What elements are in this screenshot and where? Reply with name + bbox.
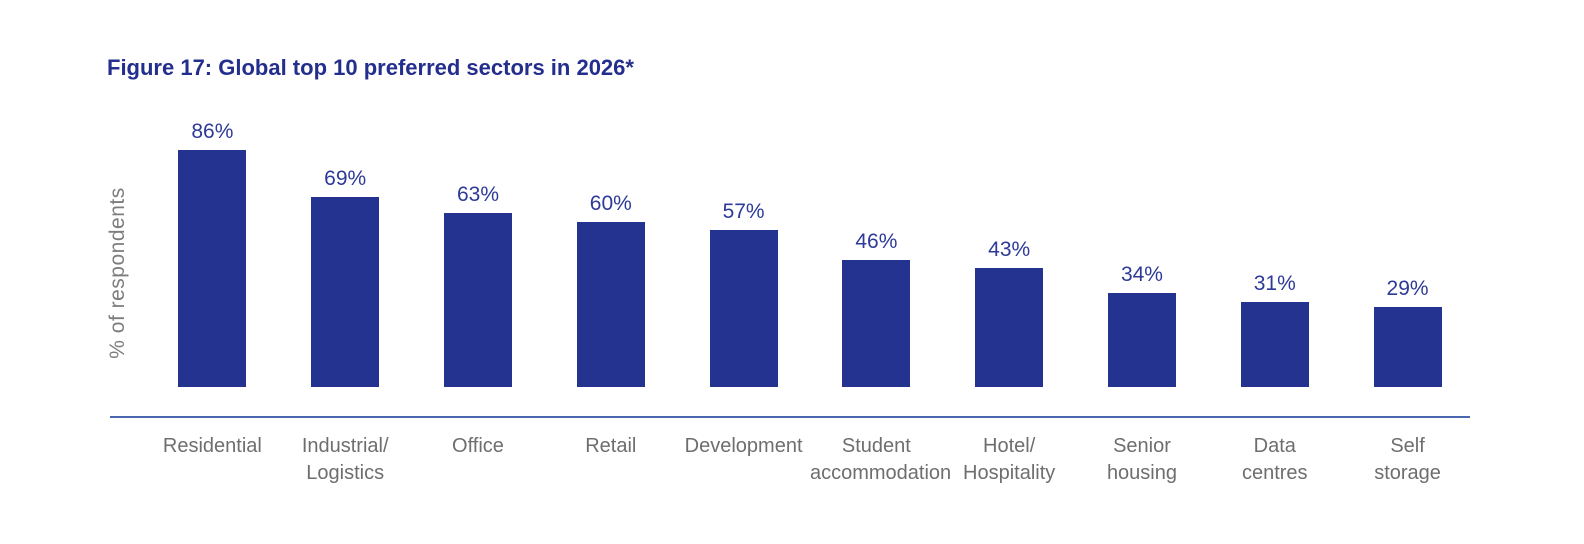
y-axis-label: % of respondents <box>106 187 129 359</box>
category-label: Self storage <box>1374 435 1441 484</box>
bar-value-label: 46% <box>855 230 898 253</box>
bar-column: 60% <box>544 96 677 387</box>
bar <box>842 260 911 387</box>
bar-column: 69% <box>279 96 412 387</box>
bar <box>311 197 380 387</box>
bar <box>443 213 512 387</box>
category-label: Data centres <box>1241 435 1308 484</box>
bar-value-label: 43% <box>988 238 1031 261</box>
category-label: Hotel/ Hospitality <box>963 435 1056 484</box>
bar-value-label: 31% <box>1253 272 1296 295</box>
bar-column: 46% <box>810 96 943 387</box>
bar <box>576 222 645 387</box>
bar-value-label: 34% <box>1120 263 1163 286</box>
x-axis-category-labels: Residential Industrial/ Logistics Office Re… <box>146 433 1474 487</box>
bar-value-label: 60% <box>589 192 632 215</box>
bar-value-label: 86% <box>191 120 234 143</box>
bar-chart-plot-area: 86% 69% 63% 60% 57% 46% 43% 34% 31% 29% <box>146 96 1474 387</box>
x-axis-line <box>110 416 1470 418</box>
bar-column: 34% <box>1076 96 1209 387</box>
category-label: Development <box>684 435 803 457</box>
category-label: Student accommodation <box>809 435 952 484</box>
bar-value-label: 69% <box>324 167 367 190</box>
bar-value-label: 63% <box>456 183 499 206</box>
bar-column: 57% <box>677 96 810 387</box>
bar <box>178 150 247 387</box>
bar <box>1373 307 1442 387</box>
bar <box>1107 293 1176 387</box>
bar-column: 29% <box>1341 96 1474 387</box>
bar <box>1240 302 1309 387</box>
bar-column: 63% <box>412 96 545 387</box>
bar-value-label: 57% <box>722 200 765 223</box>
bar <box>975 268 1044 387</box>
bar-value-label: 29% <box>1386 277 1429 300</box>
bar-column: 86% <box>146 96 279 387</box>
category-label: Residential <box>162 435 262 457</box>
bar <box>709 230 778 387</box>
category-label: Retail <box>585 435 637 457</box>
bar-column: 31% <box>1208 96 1341 387</box>
category-label: Senior housing <box>1106 435 1177 484</box>
category-label: Industrial/ Logistics <box>301 435 389 484</box>
figure-title: Figure 17: Global top 10 preferred secto… <box>107 55 634 80</box>
bar-column: 43% <box>943 96 1076 387</box>
category-label: Office <box>452 435 504 457</box>
